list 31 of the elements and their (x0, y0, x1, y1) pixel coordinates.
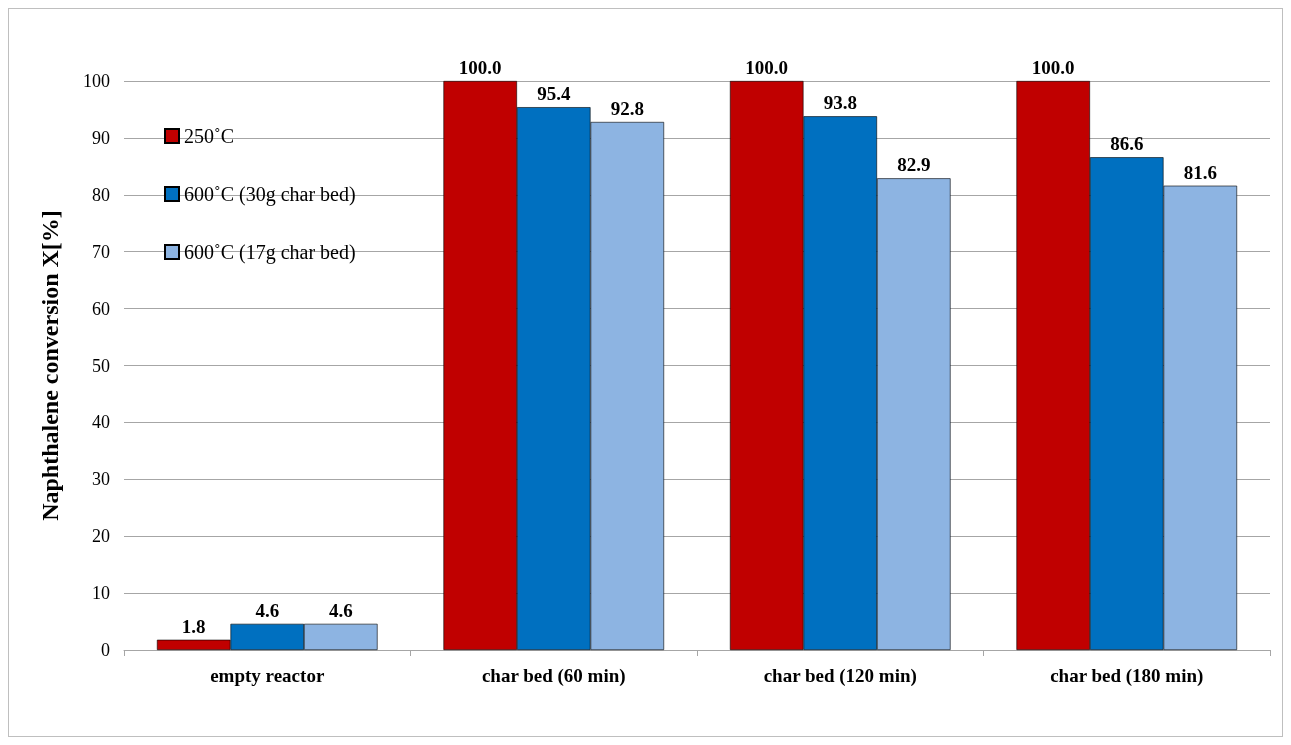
y-tick-label: 30 (92, 469, 110, 490)
legend-label: 600˚C (30g char bed) (184, 183, 356, 206)
y-tick-label: 20 (92, 526, 110, 547)
y-tick-label: 0 (101, 640, 110, 660)
y-tick-label: 60 (92, 298, 110, 319)
data-label: 93.8 (823, 92, 857, 114)
x-tick-label: char bed (60 min) (481, 665, 626, 687)
y-tick-label: 10 (92, 583, 110, 604)
y-tick-label: 100 (83, 71, 110, 91)
data-label: 100.0 (458, 57, 502, 78)
y-axis-title: Naphthalene conversion X[%] (37, 210, 63, 521)
x-tick-label: char bed (180 min) (1050, 665, 1204, 687)
data-label: 86.6 (1110, 133, 1144, 155)
data-label: 82.9 (897, 154, 931, 176)
y-tick-label: 90 (92, 127, 110, 148)
data-label: 92.8 (610, 97, 644, 119)
y-tick-label: 70 (92, 241, 110, 262)
data-label: 95.4 (537, 83, 571, 105)
data-label: 1.8 (181, 615, 206, 637)
data-label: 4.6 (255, 599, 280, 621)
data-label: 100.0 (745, 57, 789, 78)
data-label: 100.0 (1031, 57, 1075, 78)
y-tick-label: 80 (92, 184, 110, 205)
legend-label: 600˚C (17g char bed) (184, 241, 356, 264)
y-tick-label: 40 (92, 412, 110, 433)
data-label: 4.6 (328, 599, 353, 621)
data-label: 81.6 (1183, 161, 1217, 183)
x-tick-label: empty reactor (210, 665, 325, 686)
y-tick-label: 50 (92, 355, 110, 376)
legend-label: 250˚C (184, 125, 234, 147)
x-tick-label: char bed (120 min) (763, 665, 917, 687)
